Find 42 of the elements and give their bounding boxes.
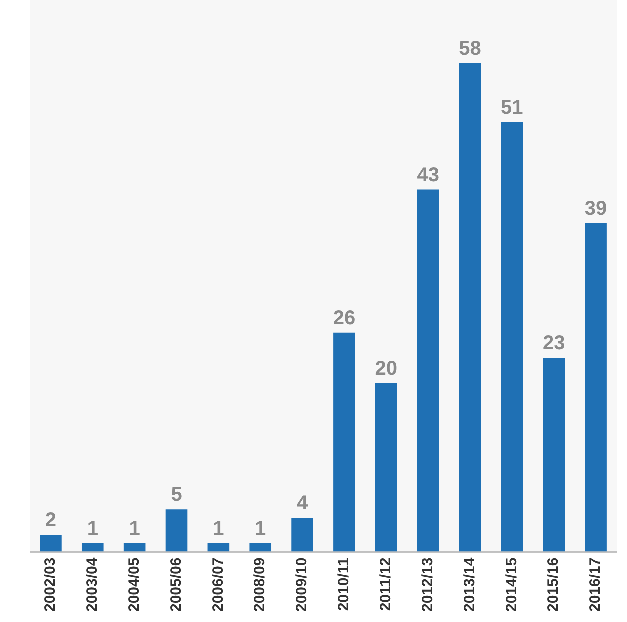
bar: [375, 383, 398, 552]
bar: [82, 543, 104, 552]
x-tick-label: 2006/07: [210, 558, 227, 612]
bar: [250, 543, 272, 552]
x-tick-label: 2014/15: [503, 558, 520, 612]
x-tick-label: 2015/16: [545, 558, 562, 612]
x-tick-label: 2013/14: [461, 557, 478, 612]
data-label: 23: [542, 332, 566, 355]
data-label: 51: [501, 96, 524, 119]
x-tick-label: 2011/12: [378, 558, 395, 612]
data-label: 39: [584, 198, 608, 220]
data-label: 1: [213, 518, 224, 540]
data-label: 20: [375, 358, 398, 380]
x-tick-label: 2009/10: [294, 558, 311, 612]
bar: [585, 223, 607, 552]
bar: [292, 518, 314, 552]
bar: [208, 543, 230, 552]
data-label: 5: [171, 484, 182, 506]
data-label: 58: [459, 38, 482, 60]
bar: [124, 543, 146, 552]
bar: [417, 190, 440, 552]
data-label: 43: [417, 164, 440, 186]
bar: [543, 358, 566, 552]
x-tick-label: 2004/05: [126, 558, 143, 612]
bar: [501, 122, 524, 552]
x-tick-label: 2010/11: [336, 558, 353, 612]
x-tick-label: 2005/06: [168, 558, 185, 612]
data-label: 1: [255, 518, 266, 540]
bar: [459, 63, 482, 552]
data-label: 4: [296, 492, 309, 515]
data-label: 26: [333, 307, 356, 330]
x-tick-label: 2008/09: [252, 558, 269, 612]
x-tick-label: 2002/03: [42, 558, 60, 612]
bar: [334, 332, 356, 552]
data-label: 1: [87, 518, 98, 540]
x-tick-label: 2003/04: [84, 557, 102, 612]
data-label: 2: [45, 509, 57, 532]
x-tick-label: 2016/17: [587, 558, 604, 612]
bar: [40, 534, 62, 552]
x-tick-label: 2012/13: [419, 558, 436, 612]
bar: [166, 510, 188, 552]
data-label: 1: [129, 518, 140, 540]
